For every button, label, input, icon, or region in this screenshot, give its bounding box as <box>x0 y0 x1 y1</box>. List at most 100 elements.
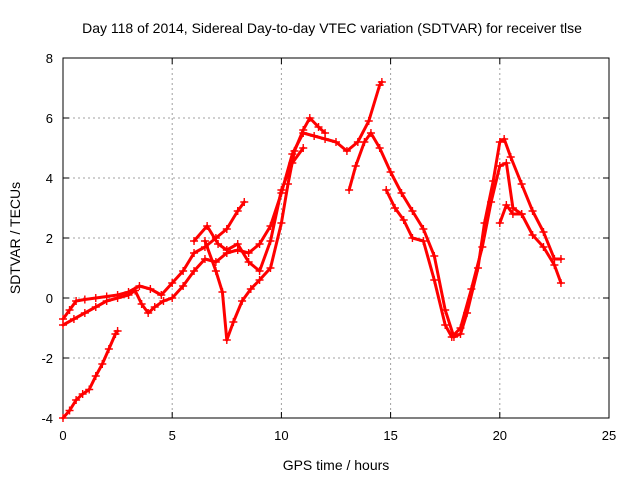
x-tick-label: 15 <box>383 428 397 443</box>
data-point <box>382 186 391 194</box>
data-point <box>266 237 275 245</box>
data-point <box>244 249 253 257</box>
data-point <box>104 345 113 353</box>
data-point <box>447 333 456 341</box>
series-arc-5 <box>190 144 308 275</box>
y-tick-label: 4 <box>46 171 53 186</box>
data-point <box>478 243 487 251</box>
x-tick-label: 0 <box>59 428 66 443</box>
data-point <box>419 237 428 245</box>
x-tick-label: 25 <box>602 428 616 443</box>
data-point <box>299 126 308 134</box>
data-point <box>360 138 369 146</box>
data-point <box>255 267 264 275</box>
grid-lines <box>63 58 609 418</box>
axis-ticks: 0 5 10 15 20 25 -4 -2 0 2 4 6 8 <box>41 51 616 443</box>
series-arc-8 <box>495 201 526 227</box>
data-point <box>500 135 509 143</box>
data-point <box>179 267 188 275</box>
data-point <box>190 237 199 245</box>
data-point <box>246 285 255 293</box>
data-point <box>72 297 81 305</box>
series-line <box>384 161 563 339</box>
data-point <box>397 189 406 197</box>
data-point <box>467 285 476 293</box>
x-tick-label: 20 <box>493 428 507 443</box>
data-point <box>113 294 122 302</box>
data-point <box>556 279 565 287</box>
data-point <box>244 258 253 266</box>
data-point <box>255 240 264 248</box>
series-line <box>498 203 524 225</box>
data-point <box>290 147 299 155</box>
data-point <box>203 222 212 230</box>
data-point <box>135 282 144 290</box>
y-axis-label: SDTVAR / TECUs <box>7 182 23 294</box>
data-point <box>190 249 199 257</box>
data-point <box>502 159 511 167</box>
data-point <box>233 240 242 248</box>
y-tick-label: 0 <box>46 291 53 306</box>
data-point <box>399 216 408 224</box>
data-point <box>59 414 67 422</box>
data-point <box>299 144 308 152</box>
data-point <box>218 288 227 296</box>
data-point <box>144 309 153 317</box>
x-tick-label: 5 <box>169 428 176 443</box>
data-point <box>332 138 340 146</box>
y-tick-label: 2 <box>46 231 53 246</box>
data-point <box>390 204 399 212</box>
data-point <box>113 327 122 335</box>
data-point <box>288 159 297 167</box>
series-line <box>61 329 120 420</box>
data-point <box>314 123 323 131</box>
data-point <box>240 198 249 206</box>
x-tick-label: 10 <box>274 428 288 443</box>
data-point <box>137 300 146 308</box>
data-point <box>456 324 465 332</box>
data-point <box>255 276 264 284</box>
data-point <box>495 162 504 170</box>
y-tick-label: -2 <box>41 351 53 366</box>
data-point <box>211 267 220 275</box>
data-point <box>159 297 168 305</box>
data-point <box>78 390 87 398</box>
data-point <box>517 180 526 188</box>
data-point <box>528 231 537 239</box>
data-point <box>321 129 330 137</box>
data-point <box>65 406 74 415</box>
data-point <box>430 276 439 284</box>
data-point <box>146 285 155 293</box>
data-point <box>345 186 354 194</box>
data-point <box>487 198 496 206</box>
data-point <box>65 306 74 314</box>
data-point <box>91 372 100 380</box>
data-point <box>190 267 199 275</box>
data-point <box>277 219 286 227</box>
data-point <box>238 297 247 305</box>
chart-title: Day 118 of 2014, Sidereal Day-to-day VTE… <box>82 20 582 36</box>
data-point <box>408 234 417 242</box>
series-arc-3 <box>59 78 386 329</box>
y-tick-label: 6 <box>46 111 53 126</box>
data-point <box>200 237 209 245</box>
data-point <box>366 129 375 137</box>
data-point <box>179 282 188 290</box>
data-point <box>131 286 140 295</box>
data-point <box>517 210 526 218</box>
data-point <box>539 228 548 236</box>
data-series <box>59 78 565 422</box>
data-point <box>214 240 223 248</box>
x-axis-label: GPS time / hours <box>283 457 390 473</box>
series-arc-7 <box>382 159 565 341</box>
data-point <box>377 78 386 86</box>
y-tick-label: -4 <box>41 411 53 426</box>
series-arc-1 <box>59 327 122 422</box>
data-point <box>305 114 314 122</box>
data-point <box>528 207 537 215</box>
data-point <box>80 309 89 317</box>
data-point <box>495 219 504 227</box>
data-point <box>91 303 100 311</box>
data-point <box>502 201 511 209</box>
